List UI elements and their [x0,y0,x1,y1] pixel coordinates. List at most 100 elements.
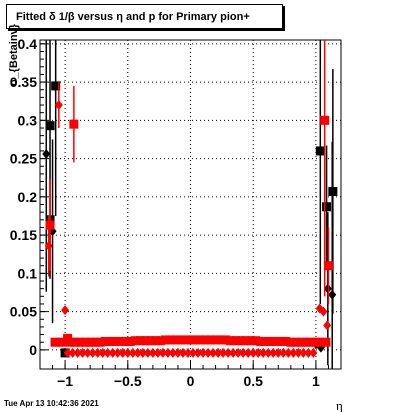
diamond-marker [163,347,172,358]
square-marker [85,337,95,347]
diamond-marker [61,305,70,316]
diamond-marker [133,347,142,358]
square-marker [110,336,120,346]
diamond-marker [269,347,278,358]
square-marker [286,337,296,347]
square-marker [301,337,311,347]
diamond-marker [93,347,102,358]
axes: −1 −0.5 0 0.5 1 0 0.05 0.1 0.15 0.2 0.25 0.3 0.35 0.4 [10,36,342,389]
diamond-marker [178,347,187,358]
square-marker [175,335,185,345]
square-marker [296,337,306,347]
square-marker [281,336,291,346]
diamond-marker [284,347,293,358]
square-marker [221,335,231,345]
square-marker [316,337,326,347]
diamond-marker [254,347,263,358]
x-tick-label: −0.5 [114,373,142,389]
square-marker [150,336,160,346]
diamond-marker [108,347,117,358]
diamond-marker [123,347,132,358]
diamond-marker [309,347,318,358]
diamond-marker [103,347,112,358]
square-marker [276,336,286,346]
diamond-marker [264,347,273,358]
square-marker [90,337,100,347]
square-marker [56,337,66,347]
square-marker [45,220,55,230]
diamond-marker [323,320,332,331]
square-marker [321,337,331,347]
chart-title: Fitted δ 1/β versus η and p for Primary … [6,4,283,29]
x-tick-label: −1 [57,373,73,389]
square-marker [251,336,261,346]
diamond-marker [143,347,152,358]
square-marker [261,336,271,346]
diamond-marker [294,347,303,358]
x-tick-label: 0.5 [243,373,263,389]
x-axis-label: η [336,398,343,412]
diamond-marker [274,347,283,358]
diamond-marker [113,347,122,358]
square-marker [120,336,130,346]
square-marker [180,335,190,345]
square-marker [306,337,316,347]
diamond-marker [224,347,233,358]
square-marker [322,202,332,212]
diamond-marker [83,347,92,358]
diamond-marker [148,347,157,358]
diamond-marker [173,347,182,358]
diamond-marker [118,347,127,358]
y-tick-label: 0.4 [18,36,38,52]
square-marker [323,261,333,271]
diamond-marker [98,347,107,358]
x-tick-label: 1 [312,373,320,389]
square-marker [45,121,55,131]
square-marker [125,336,135,346]
diamond-marker [68,347,77,358]
y-tick-label: 0.15 [10,227,37,243]
square-marker [95,337,105,347]
square-marker [196,335,206,345]
square-marker [201,335,211,345]
square-marker [256,336,266,346]
square-marker [170,335,180,345]
diamond-marker [63,347,72,358]
diamond-marker [54,100,63,111]
diamond-marker [78,347,87,358]
diamond-marker [73,347,82,358]
square-marker [70,337,80,347]
square-marker [266,336,276,346]
square-marker [246,336,256,346]
square-marker [271,336,281,346]
square-marker [226,336,236,346]
diamond-marker [168,347,177,358]
square-marker [135,336,145,346]
y-tick-label: 0.3 [18,112,38,128]
diamond-marker [249,347,258,358]
data-marks [42,40,338,369]
square-marker [236,336,246,346]
square-marker [75,337,85,347]
square-marker [320,115,330,125]
diamond-marker [183,347,192,358]
square-marker [311,337,321,347]
square-marker [69,119,79,129]
square-marker [115,336,125,346]
y-tick-label: 0.35 [10,74,37,90]
timestamp: Tue Apr 13 10:42:36 2021 [4,399,99,408]
square-marker [155,336,165,346]
diamond-marker [189,347,198,358]
square-marker [241,336,251,346]
square-marker [140,336,150,346]
square-marker [80,337,90,347]
diamond-marker [138,347,147,358]
y-tick-label: 0.05 [10,304,37,320]
diamond-marker [153,347,162,358]
square-marker [100,336,110,346]
square-marker [145,336,155,346]
diamond-marker [244,347,253,358]
square-marker [186,335,195,345]
y-tick-label: 0 [29,342,37,358]
